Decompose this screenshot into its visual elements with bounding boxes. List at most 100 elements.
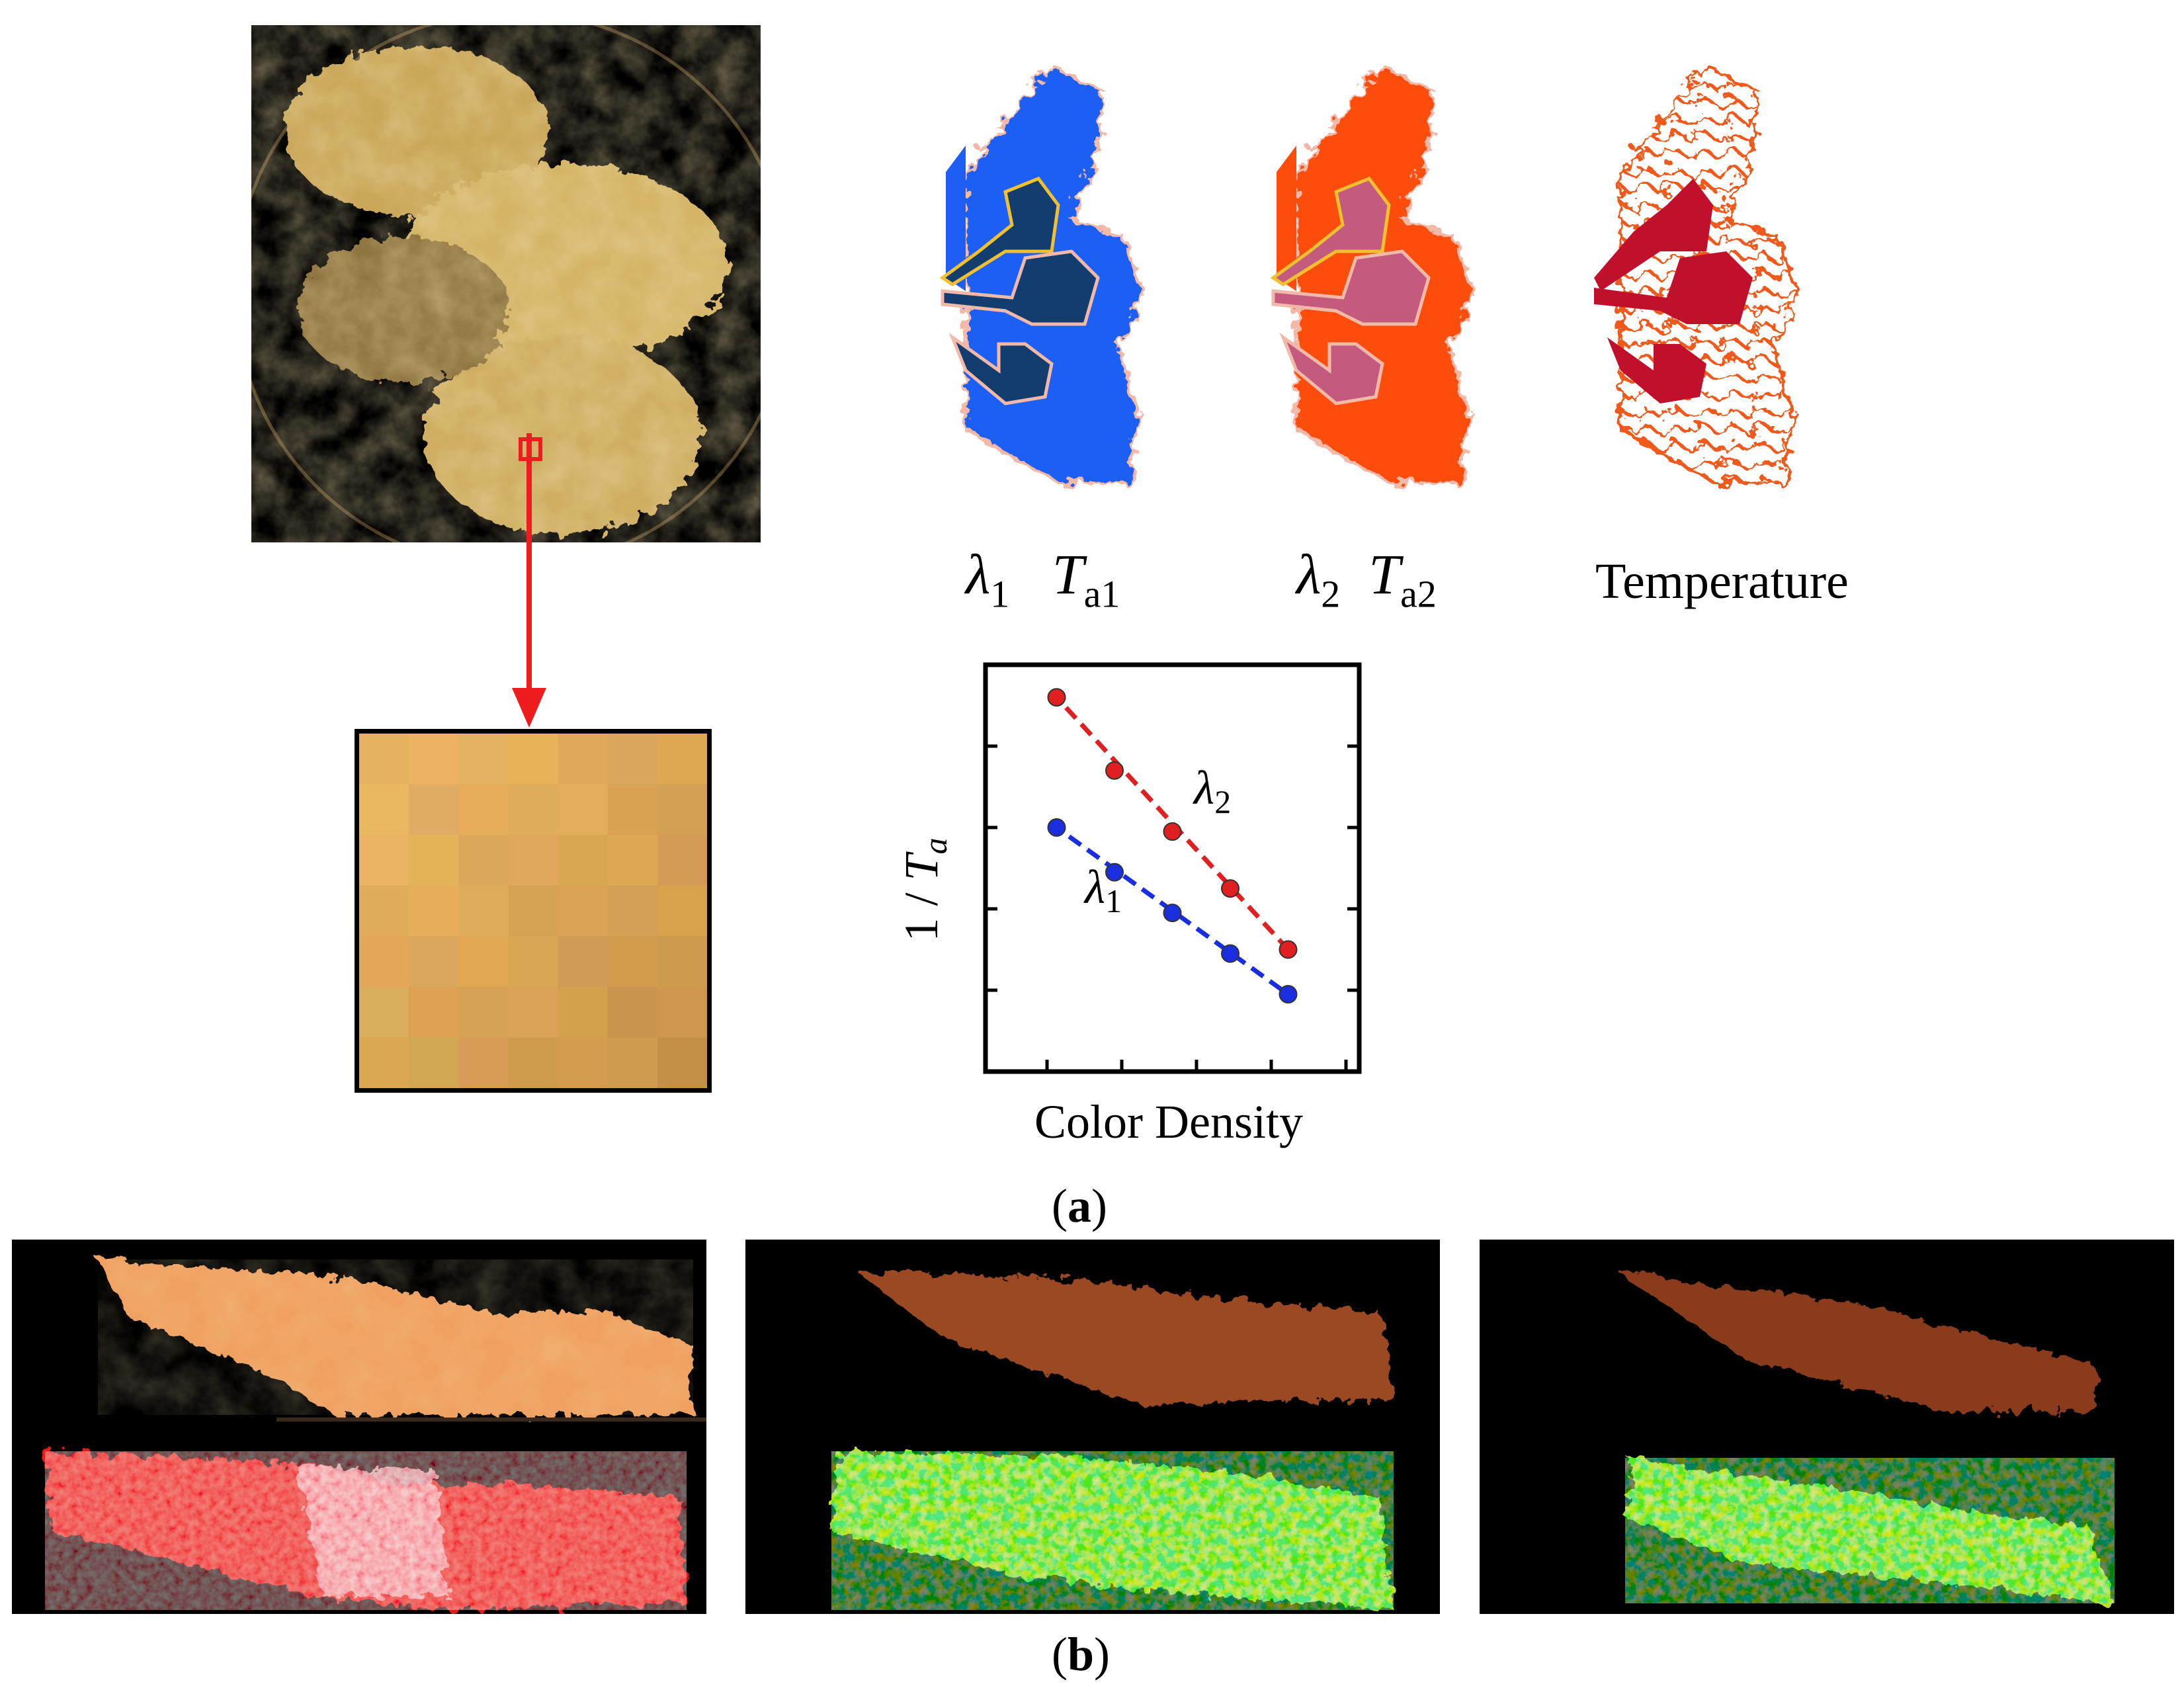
patch-pixel (409, 734, 460, 785)
temperature-map (1594, 64, 1801, 485)
map2-t-sub: a2 (1400, 572, 1437, 616)
patch-pixel (359, 734, 410, 785)
patch-pixel (558, 1037, 609, 1088)
data-point-λ2 (1221, 879, 1239, 898)
lambda2-map (1270, 64, 1477, 485)
patch-pixel (359, 885, 410, 937)
map1-t-sub: a1 (1083, 572, 1120, 616)
patch-pixel (508, 936, 559, 988)
patch-pixel (657, 936, 707, 988)
patch-pixel (508, 734, 559, 785)
data-point-λ2 (1279, 940, 1298, 959)
data-point-λ1 (1163, 904, 1182, 923)
graph-series (1047, 688, 1298, 1004)
pixel-patch-image (359, 734, 707, 1088)
map2-t: T (1368, 542, 1401, 606)
patch-pixel (359, 986, 410, 1038)
map1-label: λ1 Ta1 (966, 541, 1120, 616)
zoom-arrow (512, 433, 546, 728)
caption-b-open: ( (1052, 1628, 1068, 1681)
map1-lambda: λ (966, 542, 991, 606)
graph-frame (983, 662, 1362, 1074)
patch-pixel (508, 1037, 559, 1088)
patch-pixel (409, 885, 460, 937)
combustion-photo (233, 10, 792, 570)
caption-b-letter: b (1067, 1628, 1095, 1681)
patch-pixel (558, 936, 609, 988)
patch-pixel (458, 885, 509, 937)
data-point-λ1 (1047, 818, 1066, 837)
patch-pixel (607, 986, 658, 1038)
patch-pixel (558, 835, 609, 886)
patch-pixel (607, 1037, 658, 1088)
data-point-λ2 (1105, 761, 1124, 780)
data-point-λ1 (1105, 863, 1124, 882)
patch-pixel (508, 986, 559, 1038)
patch-pixel (607, 734, 658, 785)
lambda1-map (939, 64, 1146, 485)
map2-lambda-sub: 2 (1321, 572, 1341, 616)
patch-pixel (558, 885, 609, 937)
color-density-graph: 1 / Ta Color Density λ2 λ1 (895, 662, 1362, 1148)
caption-b-close: ) (1094, 1628, 1111, 1681)
patch-pixel (558, 734, 609, 785)
wavelength-maps (939, 64, 1801, 485)
series-label-lambda2: λ2 (1193, 761, 1231, 820)
patch-pixel (657, 784, 707, 836)
temperature-label: Temperature (1595, 554, 1849, 609)
patch-pixel (359, 784, 410, 836)
data-point-λ1 (1221, 944, 1239, 963)
patch-pixel (359, 1037, 410, 1088)
map2-lambda: λ (1296, 542, 1322, 606)
patch-pixel (409, 986, 460, 1038)
caption-a: (a) (1052, 1179, 1107, 1234)
patch-pixel (359, 835, 410, 886)
data-point-λ1 (1279, 985, 1298, 1004)
y-axis-label: 1 / Ta (895, 837, 954, 941)
patch-pixel (458, 784, 509, 836)
flame-image-high (12, 1240, 706, 1614)
combustion-photo-image (233, 10, 792, 570)
flame-medium-svg (745, 1240, 1440, 1614)
caption-b: (b) (1052, 1627, 1110, 1682)
patch-pixel (508, 885, 559, 937)
patch-pixel (657, 734, 707, 785)
patch-pixel (409, 784, 460, 836)
fit-line-λ1 (1049, 821, 1296, 1001)
patch-pixel (657, 1037, 707, 1088)
map1-lambda-sub: 1 (990, 572, 1010, 616)
map1-t: T (1052, 542, 1084, 606)
flame-high-svg (12, 1240, 706, 1614)
patch-pixel (657, 885, 707, 937)
patch-pixel (607, 835, 658, 886)
patch-pixel (409, 1037, 460, 1088)
patch-pixel (458, 936, 509, 988)
patch-pixel (558, 784, 609, 836)
patch-pixel (508, 784, 559, 836)
flame-image-medium (745, 1240, 1440, 1614)
patch-pixel (657, 986, 707, 1038)
patch-pixel (458, 734, 509, 785)
data-point-λ2 (1163, 822, 1182, 841)
patch-pixel (458, 835, 509, 886)
pixel-patch (355, 729, 712, 1093)
data-point-λ2 (1047, 688, 1066, 707)
patch-pixel (607, 885, 658, 937)
patch-pixel (657, 835, 707, 886)
patch-pixel (607, 936, 658, 988)
patch-pixel (458, 986, 509, 1038)
patch-pixel (458, 1037, 509, 1088)
patch-pixel (607, 784, 658, 836)
patch-pixel (409, 835, 460, 886)
caption-a-letter: a (1067, 1179, 1091, 1232)
flame-image-low (1480, 1240, 2174, 1614)
x-axis-label: Color Density (1034, 1095, 1303, 1148)
caption-a-close: ) (1091, 1179, 1107, 1232)
patch-pixel (508, 835, 559, 886)
caption-a-open: ( (1052, 1179, 1068, 1232)
fit-line-λ2 (1049, 689, 1296, 958)
map2-label: λ2 Ta2 (1296, 541, 1437, 616)
flame-low-svg (1480, 1240, 2174, 1614)
graph-ticks (986, 744, 1359, 1072)
patch-pixel (558, 986, 609, 1038)
